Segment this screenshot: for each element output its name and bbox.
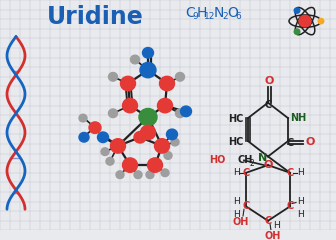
Text: HC: HC — [228, 137, 244, 147]
Text: H: H — [197, 6, 207, 20]
Circle shape — [123, 98, 137, 113]
Circle shape — [158, 98, 172, 113]
Text: O: O — [263, 160, 273, 170]
Text: C: C — [242, 168, 250, 178]
Circle shape — [171, 138, 179, 146]
Circle shape — [160, 76, 174, 91]
Circle shape — [146, 171, 154, 179]
Circle shape — [140, 125, 156, 140]
Text: OH: OH — [265, 231, 281, 240]
Text: C: C — [264, 216, 271, 226]
Circle shape — [175, 72, 184, 81]
Text: H: H — [297, 210, 303, 219]
Circle shape — [142, 48, 154, 58]
Circle shape — [318, 18, 324, 24]
Text: N: N — [214, 6, 224, 20]
Circle shape — [97, 132, 109, 143]
Text: 2: 2 — [222, 12, 227, 21]
Text: CH: CH — [238, 155, 253, 165]
Circle shape — [130, 55, 139, 64]
Text: O: O — [227, 6, 238, 20]
Circle shape — [161, 169, 169, 177]
Circle shape — [121, 76, 135, 91]
Text: N: N — [258, 153, 268, 163]
Circle shape — [180, 106, 192, 117]
Circle shape — [111, 139, 126, 153]
Text: C: C — [242, 201, 250, 211]
Text: H: H — [297, 168, 303, 177]
Circle shape — [299, 15, 311, 27]
Text: H: H — [272, 221, 279, 230]
Circle shape — [139, 108, 157, 126]
Circle shape — [148, 158, 163, 172]
Text: OH: OH — [233, 217, 249, 227]
Text: H: H — [233, 210, 239, 219]
Circle shape — [79, 114, 87, 122]
Text: O: O — [264, 76, 274, 86]
Text: H: H — [297, 197, 303, 206]
Text: C: C — [286, 168, 294, 178]
Circle shape — [109, 72, 118, 81]
Circle shape — [134, 171, 142, 179]
Text: O: O — [305, 137, 315, 147]
Circle shape — [140, 62, 156, 78]
Text: 9: 9 — [192, 12, 198, 21]
Circle shape — [106, 157, 114, 165]
Circle shape — [167, 129, 177, 140]
Text: C: C — [286, 138, 294, 148]
Text: C: C — [185, 6, 195, 20]
Text: Uridine: Uridine — [47, 5, 143, 29]
Text: NH: NH — [290, 113, 306, 123]
Circle shape — [101, 148, 109, 156]
Text: C: C — [286, 201, 294, 211]
Circle shape — [134, 132, 146, 143]
Circle shape — [294, 29, 300, 34]
Circle shape — [175, 109, 184, 118]
Circle shape — [164, 152, 172, 159]
Circle shape — [116, 171, 124, 179]
Circle shape — [123, 158, 137, 172]
Circle shape — [109, 109, 118, 118]
Text: 6: 6 — [235, 12, 241, 21]
Text: 12: 12 — [204, 12, 215, 21]
Text: H: H — [233, 168, 239, 177]
Text: H: H — [233, 197, 239, 206]
Text: HO: HO — [210, 155, 226, 165]
Circle shape — [89, 122, 101, 133]
Text: C: C — [264, 100, 271, 110]
Circle shape — [294, 8, 300, 13]
Circle shape — [155, 139, 169, 153]
Text: HC: HC — [228, 114, 244, 124]
Circle shape — [79, 132, 89, 142]
Text: 2: 2 — [250, 159, 255, 168]
